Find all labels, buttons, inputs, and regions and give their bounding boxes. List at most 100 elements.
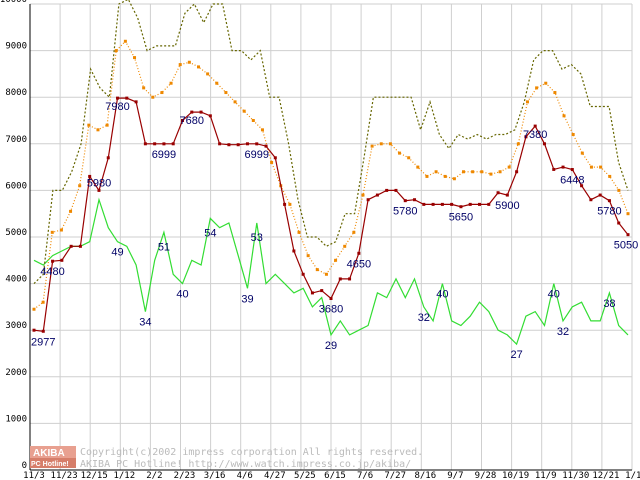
price-point	[88, 174, 92, 178]
avg-point	[334, 258, 338, 262]
avg-point	[50, 230, 54, 234]
price-data-label: 6999	[152, 149, 176, 161]
avg-point	[388, 142, 392, 146]
price-point	[125, 96, 129, 100]
avg-point	[260, 128, 264, 132]
price-data-label: 7980	[105, 101, 129, 113]
x-tick-label: 3/16	[204, 471, 226, 480]
avg-point	[187, 60, 191, 64]
y-tick-label: 10000	[0, 0, 27, 5]
price-point	[440, 202, 444, 206]
avg-point	[589, 165, 593, 169]
price-point	[357, 251, 361, 255]
avg-point	[133, 56, 137, 60]
price-point	[431, 202, 435, 206]
price-data-label: 7680	[180, 115, 204, 127]
count-data-label: 39	[241, 293, 253, 305]
avg-point	[288, 202, 292, 206]
price-point	[69, 244, 73, 248]
avg-point	[206, 72, 210, 76]
price-point	[41, 329, 45, 333]
avg-point	[196, 65, 200, 69]
price-point	[106, 156, 110, 160]
logo-badge-bottom	[30, 458, 76, 468]
price-point	[171, 142, 175, 146]
x-tick-label: 4/27	[264, 471, 286, 480]
avg-point	[562, 114, 566, 118]
price-point	[301, 272, 305, 276]
x-tick-label: 7/27	[384, 471, 406, 480]
price-point	[134, 100, 138, 104]
price-point	[459, 205, 463, 209]
avg-point	[480, 170, 484, 174]
price-point	[394, 188, 398, 192]
avg-point	[370, 144, 374, 148]
avg-point	[251, 119, 255, 122]
avg-point	[398, 151, 402, 155]
avg-point	[379, 142, 383, 146]
avg-point	[233, 100, 237, 104]
count-series-line	[33, 197, 629, 346]
avg-point	[297, 230, 301, 234]
price-point	[162, 142, 166, 146]
avg-point	[123, 39, 127, 43]
x-tick-label: 2/23	[174, 471, 196, 480]
avg-point	[471, 170, 475, 174]
price-data-label: 4480	[40, 266, 64, 278]
count-data-label: 32	[418, 312, 430, 324]
price-point	[181, 119, 184, 122]
avg-point	[617, 188, 621, 192]
avg-point	[571, 132, 575, 136]
avg-point	[32, 307, 36, 311]
price-point	[32, 328, 36, 332]
x-tick-label: 5/25	[294, 471, 316, 480]
high-series-line	[33, 0, 629, 285]
avg-point	[525, 100, 529, 104]
avg-point	[580, 151, 584, 155]
price-point	[199, 110, 203, 114]
price-data-label: 5900	[495, 200, 519, 212]
price-point	[51, 259, 55, 263]
avg-point	[434, 170, 438, 174]
x-tick-label: 8/16	[414, 471, 436, 480]
price-point	[116, 96, 120, 100]
axes	[29, 4, 632, 471]
price-point	[570, 168, 574, 172]
avg-point	[425, 174, 429, 178]
avg-point	[553, 91, 557, 95]
logo-bottom-text: PC Hotline!	[31, 461, 69, 468]
x-tick-label: 10/19	[502, 471, 529, 480]
avg-point	[59, 228, 63, 232]
price-point	[626, 233, 630, 237]
price-point	[97, 188, 101, 192]
y-tick-label: 7000	[5, 135, 27, 145]
avg-point	[78, 184, 82, 188]
price-point	[598, 193, 602, 197]
avg-point	[105, 123, 109, 127]
count-data-label: 34	[139, 317, 151, 329]
y-tick-label: 6000	[5, 181, 27, 191]
price-point	[208, 114, 212, 118]
price-point	[561, 165, 565, 169]
price-point	[338, 277, 342, 281]
avg-point	[535, 86, 539, 90]
x-tick-label: 11/3	[23, 471, 45, 480]
avg-point	[352, 230, 356, 234]
x-tick-label: 11/23	[51, 471, 78, 480]
avg-point	[608, 174, 612, 178]
price-point	[375, 193, 379, 197]
price-point	[589, 198, 593, 202]
copyright-watermark: AKIBA PC Hotline! Copyright(c)2002 impre…	[30, 446, 423, 470]
price-point	[292, 249, 296, 253]
x-tick-label: 4/6	[237, 471, 253, 480]
price-point	[245, 142, 249, 146]
avg-point	[462, 170, 466, 174]
price-point	[533, 124, 537, 128]
avg-point	[87, 123, 91, 127]
price-point	[310, 291, 314, 295]
price-point	[607, 199, 611, 203]
avg-point	[96, 128, 100, 132]
y-tick-label: 1000	[5, 414, 27, 424]
grid	[29, 3, 633, 471]
